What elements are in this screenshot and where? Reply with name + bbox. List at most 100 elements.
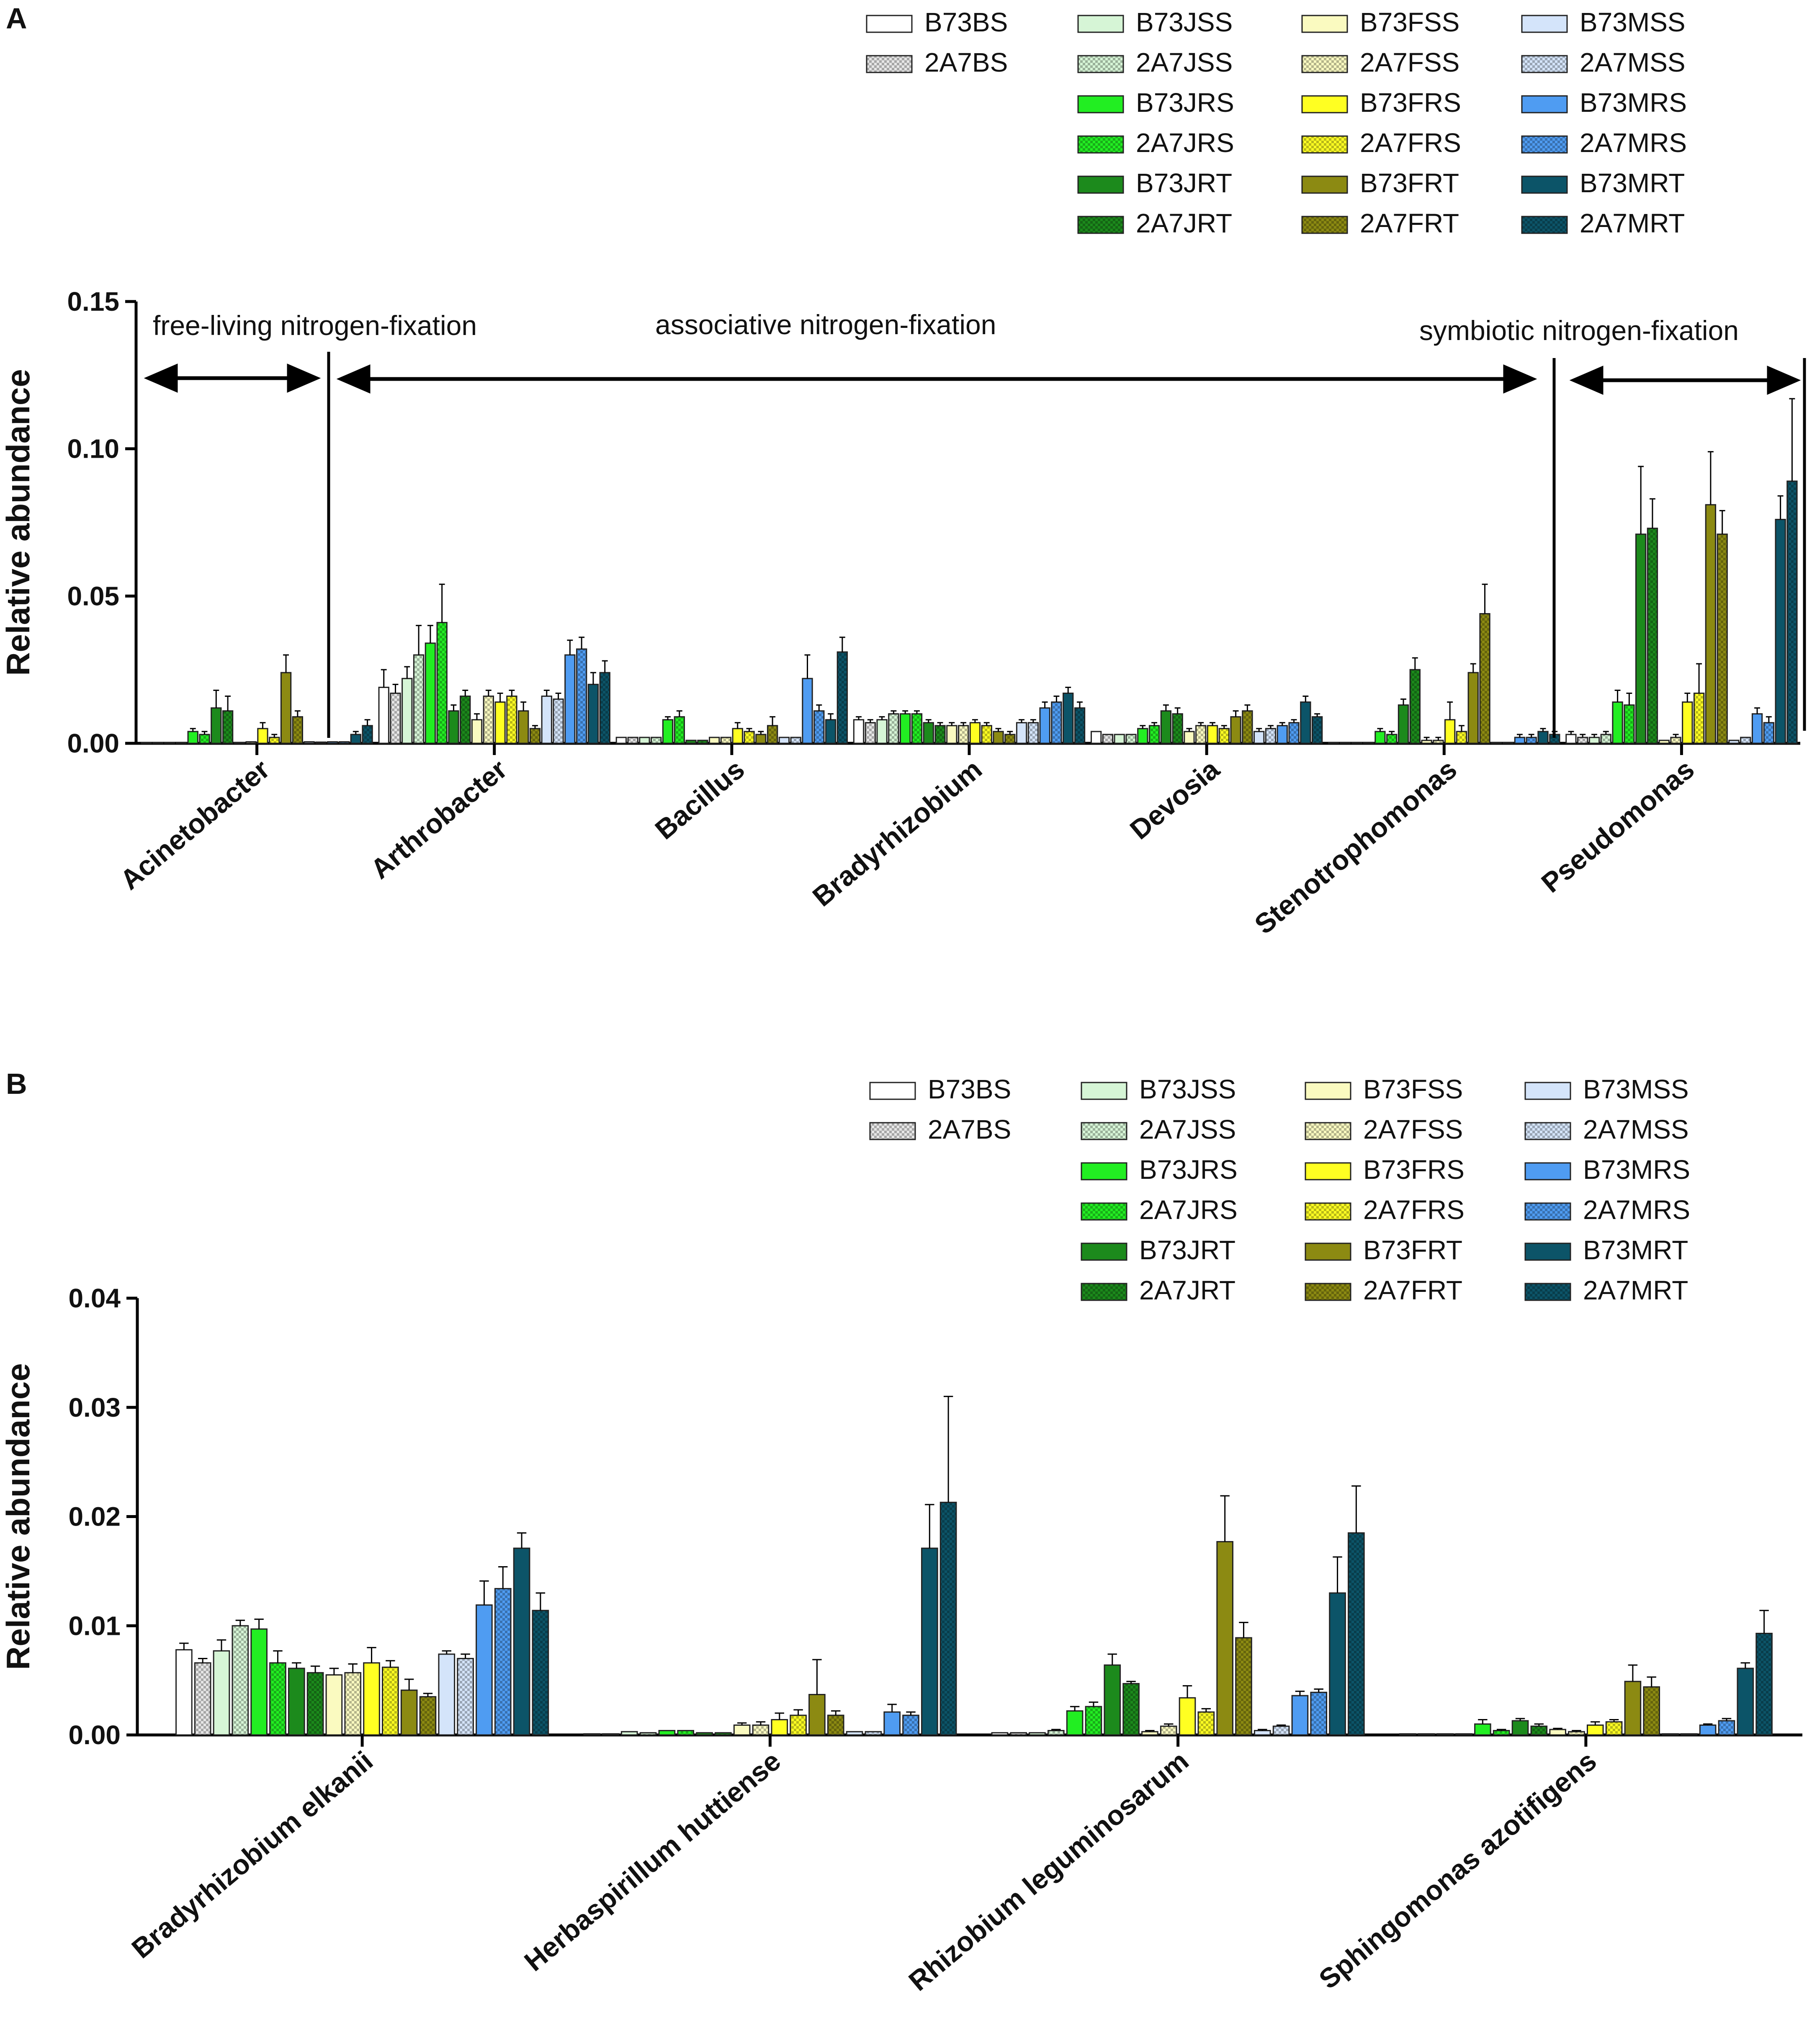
bar-sphingomonas-azotifigens-b73mrs <box>1699 1724 1717 1736</box>
bar-stenotrophomonas-b73bs <box>1328 742 1339 744</box>
legend-swatch <box>869 1122 916 1140</box>
bar-acinetobacter-b73mss <box>304 741 315 744</box>
legend-item-b73jrt: B73JRT <box>1081 1235 1235 1265</box>
y-tick-label: 0.01 <box>68 1611 121 1641</box>
legend-item-b73jrt: B73JRT <box>1077 168 1232 198</box>
bar-stenotrophomonas-b73frs <box>1444 719 1456 744</box>
bar-arthrobacter-2a7bs <box>390 692 401 744</box>
bar-stenotrophomonas-b73mrs <box>1514 737 1526 744</box>
legend-label: 2A7FRT <box>1363 1275 1462 1305</box>
bar-bacillus-b73jrs <box>662 719 674 744</box>
bar-arthrobacter-2a7frs <box>506 695 517 744</box>
legend-swatch <box>1301 216 1348 234</box>
bar-bacillus-2a7mrt <box>837 651 848 744</box>
bar-arthrobacter-2a7fss <box>483 695 494 744</box>
bar-arthrobacter-b73bs <box>378 686 389 744</box>
bar-sphingomonas-azotifigens-2a7bs <box>1418 1733 1435 1736</box>
legend-label: B73JRT <box>1139 1235 1235 1265</box>
bar-bradyrhizobium-elkanii-2a7frs <box>382 1666 399 1736</box>
legend-label: 2A7JRT <box>1136 208 1232 238</box>
legend-label: B73FRS <box>1360 88 1461 118</box>
bar-devosia-b73frs <box>1207 725 1218 744</box>
legend-swatch <box>1521 55 1568 73</box>
category-label-sphingomonas-azotifigens: Sphingomonas azotifigens <box>1313 1745 1602 1995</box>
legend-label: 2A7MRT <box>1580 208 1685 238</box>
legend-label: 2A7MSS <box>1580 47 1686 77</box>
legend-label: 2A7JRS <box>1136 128 1234 158</box>
legend-label: B73BS <box>924 7 1008 37</box>
annotation-free-living: free-living nitrogen-fixation <box>153 310 477 341</box>
bar-bacillus-b73mrs <box>802 678 813 744</box>
bar-rhizobium-leguminosarum-b73fss <box>1141 1731 1158 1736</box>
bar-arthrobacter-b73frt <box>518 710 529 744</box>
legend-label: 2A7JRT <box>1139 1275 1235 1305</box>
bar-herbaspirillum-huttiense-b73mrt <box>921 1547 938 1736</box>
bar-acinetobacter-2a7mrt <box>362 725 373 744</box>
legend-swatch <box>1524 1242 1571 1261</box>
bar-sphingomonas-azotifigens-b73fss <box>1549 1729 1566 1736</box>
legend-item-2a7mss: 2A7MSS <box>1524 1114 1689 1144</box>
bar-bradyrhizobium-elkanii-2a7jss <box>232 1625 249 1736</box>
legend-label: 2A7BS <box>928 1114 1011 1144</box>
legend-item-2a7jss: 2A7JSS <box>1077 47 1233 77</box>
category-label-devosia: Devosia <box>1124 753 1225 845</box>
bar-devosia-2a7jrt <box>1172 713 1183 744</box>
bar-pseudomonas-b73jrt <box>1635 534 1647 744</box>
legend-swatch <box>1524 1162 1571 1181</box>
bar-pseudomonas-b73mrt <box>1775 518 1786 744</box>
y-axis-label: Relative abundance <box>0 369 36 676</box>
panel-b-letter: B <box>6 1067 27 1100</box>
bar-pseudomonas-2a7mss <box>1740 737 1751 744</box>
legend-swatch <box>1524 1082 1571 1100</box>
bar-bradyrhizobium-2a7mrt <box>1074 707 1086 744</box>
bar-sphingomonas-azotifigens-b73frt <box>1624 1681 1642 1736</box>
bar-acinetobacter-b73mrs <box>327 741 338 744</box>
bar-acinetobacter-b73jrs <box>187 731 198 744</box>
bar-sphingomonas-azotifigens-b73jrt <box>1511 1720 1529 1736</box>
bar-bradyrhizobium-2a7frs <box>981 725 992 744</box>
bar-pseudomonas-b73frs <box>1682 701 1693 744</box>
legend-label: B73MSS <box>1580 7 1686 37</box>
bar-bradyrhizobium-b73jss <box>876 719 888 744</box>
arrowhead-associative-left <box>336 364 371 394</box>
bar-acinetobacter-2a7mss <box>315 741 327 744</box>
legend-swatch <box>1301 95 1348 113</box>
bar-acinetobacter-b73mrt <box>350 734 361 744</box>
bar-acinetobacter-b73jrt <box>211 707 222 744</box>
bar-rhizobium-leguminosarum-2a7mss <box>1272 1725 1290 1736</box>
bar-bradyrhizobium-2a7fss <box>957 725 969 744</box>
bar-devosia-b73frt <box>1230 716 1241 744</box>
bar-sphingomonas-azotifigens-2a7fss <box>1568 1731 1585 1736</box>
bar-sphingomonas-azotifigens-2a7frt <box>1643 1686 1660 1736</box>
panel-a: A B73BS 2A7BS B73JSS 2A7JSS B73JRS 2A7JRS B73J… <box>0 2 1806 940</box>
bar-bacillus-2a7jss <box>651 737 662 744</box>
arrowhead-symbiotic-left <box>1569 366 1604 395</box>
bar-herbaspirillum-huttiense-b73fss <box>733 1724 751 1736</box>
legend-item-2a7frt: 2A7FRT <box>1301 208 1459 238</box>
legend-item-2a7jrs: 2A7JRS <box>1081 1195 1238 1225</box>
legend-label: 2A7FRS <box>1363 1195 1465 1225</box>
legend-label: 2A7JRS <box>1139 1195 1238 1225</box>
bar-bradyrhizobium-elkanii-b73mrs <box>476 1604 493 1736</box>
legend-label: B73FSS <box>1360 7 1459 37</box>
legend-swatch <box>1305 1122 1351 1140</box>
bar-arthrobacter-b73mss <box>541 695 552 744</box>
legend-item-2a7frs: 2A7FRS <box>1305 1195 1465 1225</box>
legend-item-2a7fss: 2A7FSS <box>1305 1114 1463 1144</box>
bar-devosia-b73bs <box>1090 731 1102 744</box>
legend-item-2a7mrs: 2A7MRS <box>1524 1195 1690 1225</box>
bar-bradyrhizobium-b73fss <box>946 725 957 744</box>
bar-devosia-b73jss <box>1114 734 1125 744</box>
bar-pseudomonas-b73frt <box>1705 504 1717 744</box>
bar-sphingomonas-azotifigens-2a7frs <box>1605 1721 1623 1736</box>
bar-arthrobacter-2a7jrt <box>460 695 471 744</box>
category-label-arthrobacter: Arthrobacter <box>365 753 513 885</box>
legend-item-b73frt: B73FRT <box>1301 168 1459 198</box>
bar-acinetobacter-b73frs <box>257 728 268 744</box>
legend-item-b73mrs: B73MRS <box>1521 88 1687 118</box>
legend-item-b73frs: B73FRS <box>1305 1155 1465 1185</box>
bar-arthrobacter-b73frs <box>494 701 506 744</box>
legend-swatch <box>869 1082 916 1100</box>
bar-bacillus-2a7mrs <box>813 710 825 744</box>
legend-swatch <box>866 55 913 73</box>
